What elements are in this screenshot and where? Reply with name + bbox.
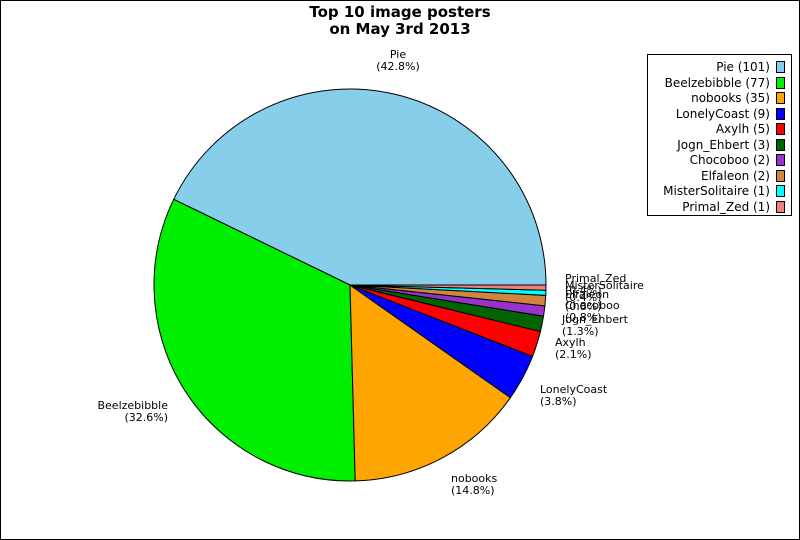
slice-pct-chocoboo: (0.8%)	[565, 311, 602, 324]
legend-item: Chocoboo (2)	[690, 152, 785, 168]
legend-swatch	[776, 107, 785, 120]
legend-label: MisterSolitaire (1)	[663, 184, 770, 198]
legend-swatch	[776, 185, 785, 197]
slice-label-mistersolitaire: MisterSolitaire	[565, 279, 644, 292]
slice-pct-mistersolitaire: (0.4%)	[565, 291, 602, 304]
legend-swatch	[776, 61, 785, 73]
slice-label-chocoboo: Chocoboo	[565, 299, 620, 312]
legend-swatch	[776, 138, 785, 151]
legend-item: Axylh (5)	[716, 121, 785, 137]
slice-label-axylh: Axylh	[555, 336, 586, 349]
legend-item: MisterSolitaire (1)	[663, 183, 785, 199]
legend-item: nobooks (35)	[691, 90, 785, 106]
legend-label: Jogn_Ehbert (3)	[677, 137, 770, 152]
legend-label: Axylh (5)	[715, 122, 770, 136]
legend-item: LonelyCoast (9)	[676, 106, 785, 122]
legend-swatch	[776, 154, 785, 166]
legend-swatch	[776, 169, 785, 182]
legend-item: Jogn_Ehbert (3)	[677, 137, 785, 153]
slice-label-elfaleon: Elfaleon	[565, 288, 609, 301]
pie-slice-beelzebibble	[153, 198, 356, 482]
pie-slice-nobooks	[349, 284, 512, 482]
legend-item: Primal_Zed (1)	[682, 199, 785, 215]
slice-label-jogn-ehbert: Jogn_Ehbert	[561, 313, 629, 326]
pie-slice-primal-zed	[349, 284, 547, 291]
slice-label-primal-zed: Primal_Zed	[565, 272, 626, 285]
slice-pct-axylh: (2.1%)	[555, 348, 592, 361]
slice-label-beelzebibble: Beelzebibble	[97, 399, 168, 412]
legend-swatch	[776, 200, 785, 213]
slice-label-lonelycoast: LonelyCoast	[540, 383, 608, 396]
legend-swatch	[776, 76, 785, 89]
legend-label: Chocoboo (2)	[689, 153, 770, 167]
slice-pct-beelzebibble: (32.6%)	[124, 411, 168, 424]
chart-legend: Pie (101) Beelzebibble (77) nobooks (35) Lo…	[647, 54, 792, 216]
legend-label: Pie (101)	[716, 60, 770, 74]
chart-title: Top 10 image posters on May 3rd 2013	[250, 4, 550, 38]
legend-swatch	[776, 92, 785, 104]
legend-item: Beelzebibble (77)	[665, 75, 785, 91]
legend-label: Elfaleon (2)	[701, 168, 770, 183]
legend-label: Primal_Zed (1)	[682, 199, 770, 214]
slice-pct-elfaleon: (0.8%)	[565, 300, 602, 313]
legend-label: Beelzebibble (77)	[664, 75, 770, 90]
legend-item: Elfaleon (2)	[701, 168, 785, 184]
legend-label: LonelyCoast (9)	[675, 106, 770, 121]
legend-item: Pie (101)	[716, 59, 785, 75]
slice-pct-lonelycoast: (3.8%)	[540, 395, 577, 408]
slice-label-nobooks: nobooks	[451, 472, 498, 485]
slice-pct-primal-zed: (0.4%)	[565, 284, 602, 297]
slice-label-pie: Pie	[390, 48, 406, 61]
chart-title-line-1: Top 10 image posters	[309, 3, 491, 21]
slice-pct-pie: (42.8%)	[376, 60, 420, 73]
legend-swatch	[776, 123, 785, 135]
chart-title-line-2: on May 3rd 2013	[329, 20, 471, 38]
slice-pct-jogn-ehbert: (1.3%)	[562, 325, 599, 338]
slice-pct-nobooks: (14.8%)	[451, 484, 495, 497]
pie-slice-pie	[173, 88, 547, 286]
legend-label: nobooks (35)	[691, 91, 770, 105]
